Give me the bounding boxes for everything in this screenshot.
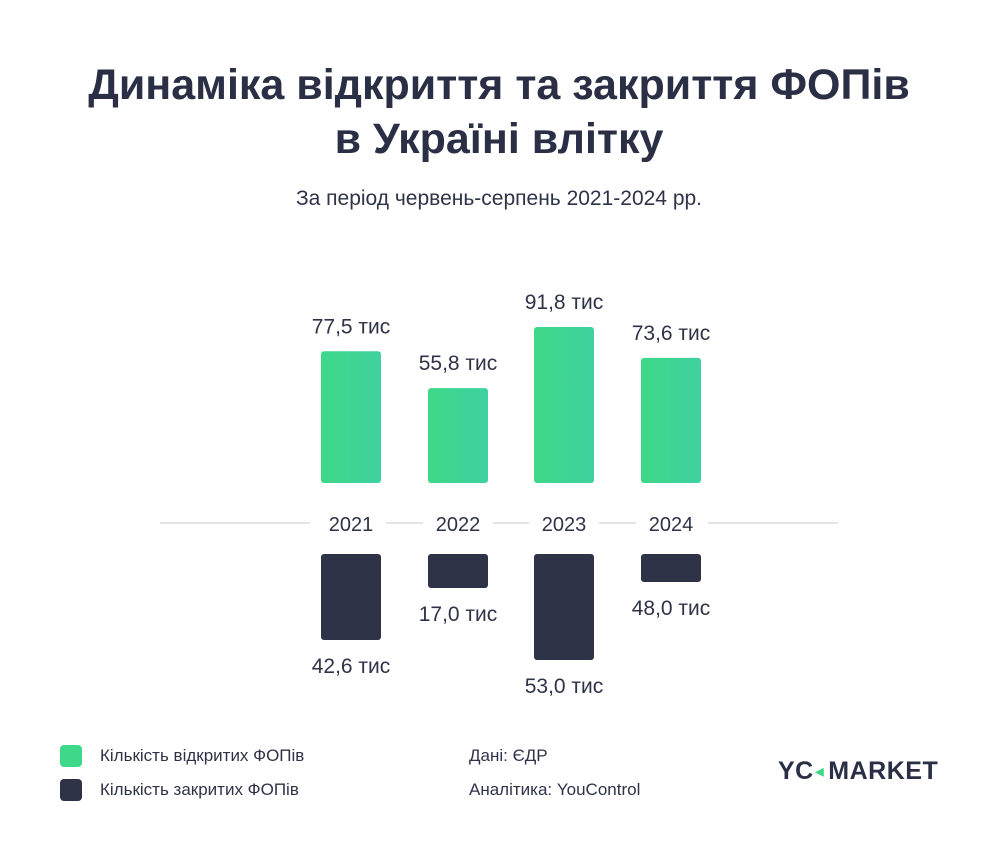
data-label-closed-2021: 42,6 тис <box>312 655 391 678</box>
x-tick-label-2023: 2023 <box>542 514 587 536</box>
x-tick-label-2022: 2022 <box>436 514 481 536</box>
source-analytics: Аналітика: YouControl <box>469 780 641 799</box>
legend: Кількість відкритих ФОПів Кількість закр… <box>60 744 304 812</box>
bar-opened-2022 <box>428 388 488 483</box>
chart-title-line-1: Динаміка відкриття та закриття ФОПів <box>88 61 910 109</box>
data-label-closed-2023: 53,0 тис <box>525 675 604 698</box>
chart-subtitle: За період червень-серпень 2021-2024 рр. <box>295 187 703 210</box>
source-data: Дані: ЄДР <box>469 746 548 765</box>
legend-label-opened: Кількість відкритих ФОПів <box>100 746 305 765</box>
legend-swatch-closed <box>60 779 82 801</box>
bar-opened-2024 <box>641 357 701 483</box>
legend-item-closed: Кількість закритих ФОПів <box>60 778 304 802</box>
bar-opened-2023 <box>534 326 594 483</box>
chart-title: Динаміка відкриття та закриття ФОПів в У… <box>0 58 998 166</box>
source-info: Дані: ЄДР Аналітика: YouControl <box>469 746 640 814</box>
legend-label-closed: Кількість закритих ФОПів <box>100 780 299 799</box>
bar-closed-2024 <box>641 554 701 582</box>
data-label-closed-2022: 17,0 тис <box>419 603 498 626</box>
bar-opened-2021 <box>321 351 381 483</box>
x-tick-label-2021: 2021 <box>329 514 374 536</box>
data-label-opened-2023: 91,8 тис <box>525 291 604 314</box>
data-label-closed-2024: 48,0 тис <box>632 597 711 620</box>
brand-logo-mark-icon: ◂ <box>814 761 825 781</box>
bar-closed-2023 <box>534 554 594 660</box>
bar-closed-2022 <box>428 554 488 588</box>
x-tick-label-2024: 2024 <box>649 514 694 536</box>
chart-title-line-2: в Україні влітку <box>334 115 664 163</box>
bar-closed-2021 <box>321 554 381 640</box>
brand-logo: YC ◂ MARKET <box>778 757 938 786</box>
brand-logo-left: YC <box>778 757 814 785</box>
data-label-opened-2024: 73,6 тис <box>632 322 711 345</box>
legend-swatch-opened <box>60 745 82 767</box>
legend-item-opened: Кількість відкритих ФОПів <box>60 744 304 768</box>
data-label-opened-2021: 77,5 тис <box>312 315 391 338</box>
brand-logo-right: MARKET <box>828 757 939 785</box>
data-label-opened-2022: 55,8 тис <box>419 352 498 375</box>
